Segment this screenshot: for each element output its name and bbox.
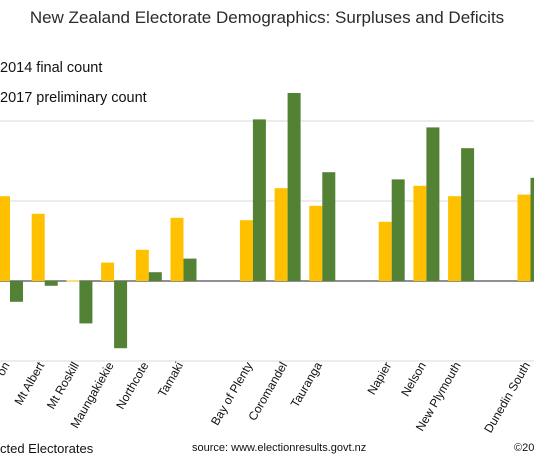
- bar: [114, 281, 128, 349]
- source-note: source: www.electionresults.govt.nz: [192, 442, 367, 454]
- bar: [31, 213, 45, 281]
- bar: [44, 281, 58, 286]
- category-label: Mt Albert: [11, 359, 47, 408]
- bar: [517, 194, 531, 281]
- bar: [79, 281, 93, 324]
- bar: [287, 93, 301, 281]
- category-label: Napier: [364, 360, 394, 398]
- category-label: Tauranga: [288, 359, 325, 410]
- bar: [274, 188, 288, 281]
- bar: [183, 258, 197, 281]
- bar: [391, 179, 405, 281]
- bar: [461, 148, 475, 281]
- bar: [530, 177, 534, 281]
- bar: [0, 196, 10, 281]
- category-label: Mt Roskill: [44, 360, 82, 412]
- bar: [135, 249, 149, 281]
- category-label: on: [0, 360, 13, 379]
- category-label: Dunedin South: [481, 360, 533, 436]
- legend-label-2014: 2014 final count: [0, 60, 103, 76]
- bar: [10, 281, 23, 302]
- bars: [0, 93, 534, 349]
- category-label: Tamaki: [155, 360, 186, 400]
- bar: [378, 221, 392, 281]
- legend-label-2017: 2017 preliminary count: [0, 90, 147, 106]
- bar: [239, 220, 253, 281]
- bar: [252, 119, 266, 282]
- category-label: Nelson: [398, 360, 429, 399]
- footer-note: cted Electorates: [0, 441, 94, 456]
- bar: [66, 280, 80, 282]
- bar: [322, 172, 336, 281]
- bar: [309, 205, 323, 281]
- bar: [413, 185, 427, 281]
- bar: [170, 217, 184, 281]
- bar: [448, 196, 462, 281]
- bar: [101, 262, 115, 281]
- bar: [426, 127, 440, 282]
- bar: [148, 272, 162, 281]
- copyright-note: ©20: [514, 442, 534, 454]
- chart-title: New Zealand Electorate Demographics: Sur…: [29, 8, 505, 27]
- category-label: Northcote: [113, 359, 151, 411]
